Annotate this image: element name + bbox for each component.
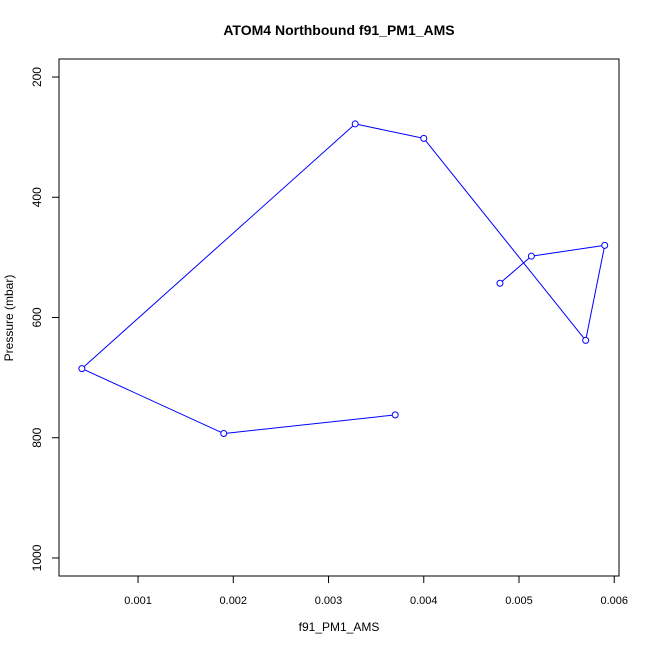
data-point bbox=[582, 336, 590, 344]
data-point bbox=[391, 411, 399, 419]
data-point bbox=[527, 252, 535, 260]
series-line-segment bbox=[83, 125, 354, 367]
series-layer bbox=[78, 120, 609, 438]
data-point bbox=[601, 241, 609, 249]
x-axis: 0.001 0.002 0.003 0.004 0.005 0.006 bbox=[124, 576, 628, 607]
series-line-segment bbox=[534, 245, 602, 257]
x-tick-label: 0.003 bbox=[315, 595, 343, 607]
data-point bbox=[496, 279, 504, 287]
y-tick-label: 600 bbox=[30, 307, 44, 327]
x-tick-label: 0.001 bbox=[124, 595, 152, 607]
data-point bbox=[78, 365, 86, 373]
x-axis-label: f91_PM1_AMS bbox=[299, 620, 380, 634]
series-line-segment bbox=[425, 140, 585, 339]
series-line-segment bbox=[358, 124, 421, 139]
x-tick-label: 0.004 bbox=[410, 595, 438, 607]
chart-title: ATOM4 Northbound f91_PM1_AMS bbox=[223, 22, 454, 38]
x-tick-label: 0.005 bbox=[505, 595, 533, 607]
x-tick-label: 0.006 bbox=[600, 595, 628, 607]
series-line-segment bbox=[226, 414, 393, 434]
data-point bbox=[220, 430, 228, 438]
y-axis: 200 400 600 800 1000 bbox=[30, 67, 59, 571]
y-tick-label: 200 bbox=[30, 67, 44, 87]
y-tick-label: 400 bbox=[30, 187, 44, 207]
series-line-segment bbox=[501, 257, 530, 282]
series-line-segment bbox=[585, 248, 605, 338]
y-tick-label: 800 bbox=[30, 427, 44, 447]
data-point bbox=[420, 134, 428, 142]
series-line-segment bbox=[84, 369, 222, 433]
data-point bbox=[351, 120, 359, 128]
y-tick-label: 1000 bbox=[30, 544, 44, 571]
y-axis-label: Pressure (mbar) bbox=[2, 275, 16, 362]
x-tick-label: 0.002 bbox=[220, 595, 248, 607]
